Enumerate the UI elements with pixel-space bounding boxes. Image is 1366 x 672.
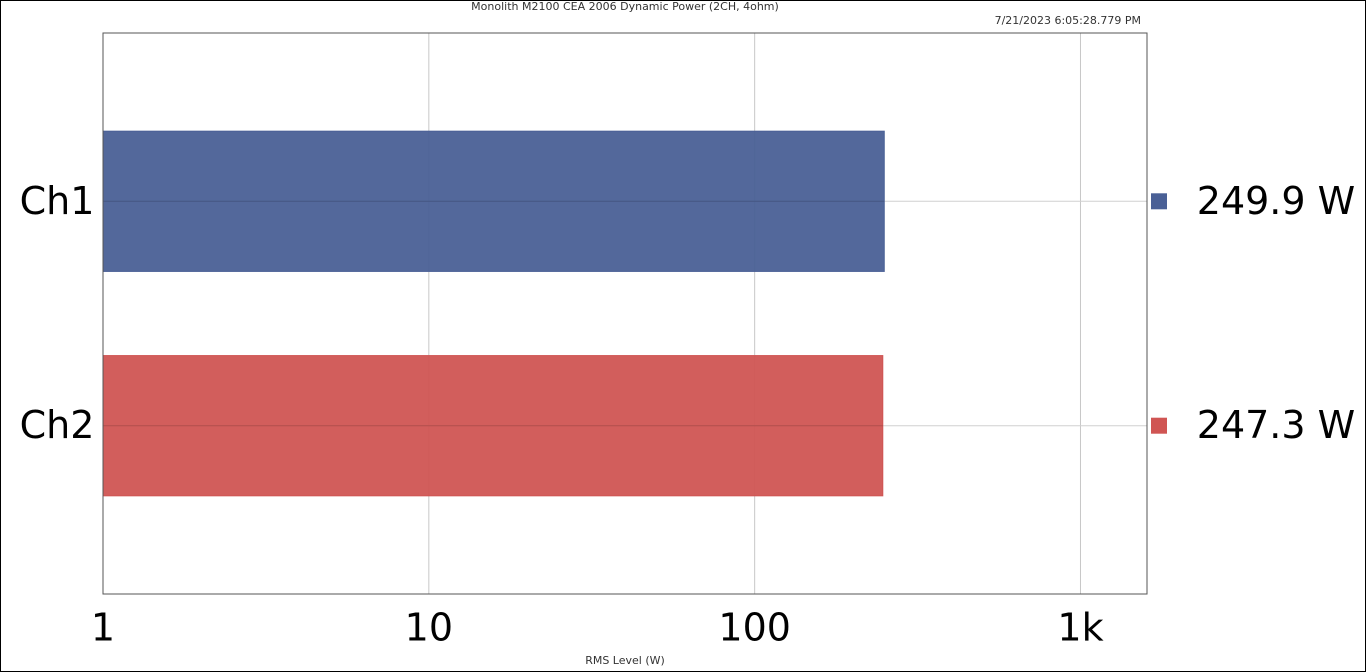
x-axis-label: RMS Level (W) [585,654,665,667]
legend-swatch [1151,193,1167,210]
plot-area [103,33,1147,594]
y-tick-label: Ch2 [20,403,95,447]
value-label: 247.3 W [1197,403,1355,447]
x-tick-label: 1 [91,606,115,650]
chart-title: Monolith M2100 CEA 2006 Dynamic Power (2… [471,0,779,13]
y-tick-label: Ch1 [20,179,95,223]
value-label: 249.9 W [1197,179,1355,223]
x-tick-label: 100 [718,606,791,650]
bar [102,130,885,272]
legend-swatch [1151,417,1167,434]
plot-border [102,32,1148,595]
bar [102,355,884,497]
x-tick-label: 1k [1057,606,1103,650]
x-tick-label: 10 [405,606,453,650]
timestamp: 7/21/2023 6:05:28.779 PM [995,14,1141,27]
